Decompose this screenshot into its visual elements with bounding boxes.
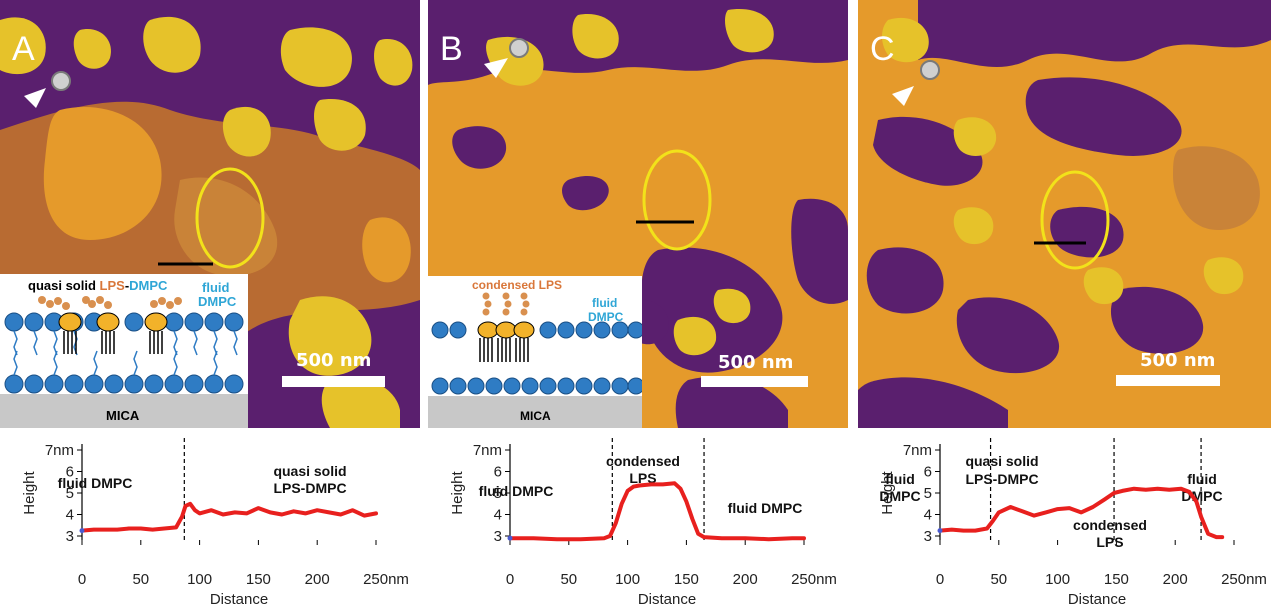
x-tick-label: 150 — [1104, 571, 1129, 588]
region-annotation: DMPC — [879, 488, 920, 504]
x-tick-label: 100 — [615, 571, 640, 588]
region-annotation: LPS — [1096, 534, 1123, 550]
y-tick-label: 6 — [924, 464, 932, 481]
y-tick-label: 3 — [924, 528, 932, 545]
x-tick-label: 0 — [78, 571, 86, 588]
y-tick-label: 7nm — [45, 442, 74, 459]
y-tick-label: 3 — [494, 528, 502, 545]
y-tick-label: 5 — [924, 485, 932, 502]
y-tick-label: 4 — [924, 507, 932, 524]
region-annotation: fluid DMPC — [58, 475, 133, 491]
region-annotation: fluid — [885, 471, 915, 487]
scale-label-b: 500 nm — [718, 352, 794, 373]
y-tick-label: 3 — [66, 528, 74, 545]
x-tick-label: 0 — [506, 571, 514, 588]
region-annotation: fluid DMPC — [479, 483, 554, 499]
region-annotation: condensed — [606, 453, 680, 469]
x-tick-label: 100 — [1045, 571, 1070, 588]
region-annotation: quasi solid — [273, 463, 346, 479]
inset-label-quasi-solid: quasi solid LPS-DMPC — [28, 278, 168, 293]
inset-label-mica: MICA — [106, 408, 140, 423]
inset-label-fluid-b: fluid — [592, 296, 618, 310]
region-annotation: fluid DMPC — [728, 500, 803, 516]
y-tick-label: 7nm — [473, 442, 502, 459]
scale-bar-a — [282, 376, 385, 387]
profile-start-point — [507, 535, 513, 541]
x-tick-label: 250nm — [363, 571, 409, 588]
x-tick-label: 150 — [246, 571, 271, 588]
x-tick-label: 200 — [1163, 571, 1188, 588]
inset-label-fluid: fluid — [202, 280, 230, 295]
x-tick-label: 100 — [187, 571, 212, 588]
scale-bar-c — [1116, 375, 1220, 386]
panel-letter-b: B — [440, 30, 463, 68]
y-tick-label: 5 — [494, 485, 502, 502]
panel-letter-c: C — [870, 30, 895, 68]
profile-start-point — [937, 528, 943, 534]
afm-image-a: A 500 nm — [0, 0, 420, 428]
bilayer-diagram-b — [428, 292, 642, 428]
afm-image-c: C 500 nm — [858, 0, 1271, 428]
y-tick-label: 4 — [66, 507, 74, 524]
y-tick-label: 5 — [66, 485, 74, 502]
y-tick-label: 6 — [494, 464, 502, 481]
height-profile-line — [508, 481, 806, 542]
region-annotation: fluid — [1187, 471, 1217, 487]
x-tick-label: 250nm — [791, 571, 837, 588]
profile-plot-b: 3 4 5 6 7nm Height 0 50 100 150 200 250nm Distance fl… — [449, 438, 837, 608]
profile-plot-a: 3 4 5 6 7nm Height 0 50 100 150 200 250nm Distance fl… — [21, 438, 409, 608]
profile-chart-a: 3 4 5 6 7nm Height 0 50 100 150 200 250nm Distance fl… — [0, 438, 420, 608]
inset-label-mica-b: MICA — [520, 409, 551, 423]
x-tick-label: 50 — [132, 571, 149, 588]
x-tick-label: 50 — [990, 571, 1007, 588]
y-axis-label: Height — [449, 470, 466, 514]
inset-label-condensed-lps: condensed LPS — [472, 278, 563, 292]
region-annotation: LPS-DMPC — [965, 471, 1038, 487]
scale-label-c: 500 nm — [1140, 350, 1216, 371]
height-profile-line — [80, 501, 378, 533]
x-axis-label: Distance — [210, 591, 268, 608]
y-tick-label: 6 — [66, 464, 74, 481]
region-annotation: LPS — [629, 470, 656, 486]
inset-diagram-b: condensed LPS fluid DMPC MICA — [428, 276, 642, 428]
x-tick-label: 250nm — [1221, 571, 1267, 588]
y-tick-label: 7nm — [903, 442, 932, 459]
profile-chart-c: 3 4 5 6 7nm Height 0 50 100 150 200 250nm Distance fl… — [858, 438, 1271, 608]
bilayer-diagram-a — [0, 296, 248, 428]
region-annotation: quasi solid — [965, 453, 1038, 469]
x-axis-label: Distance — [638, 591, 696, 608]
region-annotation: LPS-DMPC — [273, 480, 346, 496]
x-tick-label: 200 — [733, 571, 758, 588]
inset-label-fluid-dmpc: DMPC — [198, 294, 237, 309]
profile-chart-b: 3 4 5 6 7nm Height 0 50 100 150 200 250nm Distance fl… — [428, 438, 848, 608]
panel-letter-a: A — [12, 30, 35, 68]
y-tick-label: 4 — [494, 507, 502, 524]
profile-start-point — [79, 528, 85, 534]
x-tick-label: 200 — [305, 571, 330, 588]
region-annotation: condensed — [1073, 517, 1147, 533]
y-axis-label: Height — [879, 470, 896, 514]
height-profile-line — [938, 486, 1225, 540]
profile-plot-c: 3 4 5 6 7nm Height 0 50 100 150 200 250nm Distance fl… — [879, 438, 1267, 608]
x-tick-label: 150 — [674, 571, 699, 588]
afm-topography-c — [858, 0, 1271, 428]
x-axis-label: Distance — [1068, 591, 1126, 608]
y-axis-label: Height — [21, 470, 38, 514]
inset-label-fluid-dmpc-b: DMPC — [588, 310, 624, 324]
scale-label-a: 500 nm — [296, 350, 372, 371]
scale-bar-b — [701, 376, 808, 387]
x-tick-label: 50 — [560, 571, 577, 588]
afm-image-b: B 500 nm — [428, 0, 848, 428]
x-tick-label: 0 — [936, 571, 944, 588]
inset-diagram-a: quasi solid LPS-DMPC fluid DMPC MICA — [0, 274, 248, 428]
